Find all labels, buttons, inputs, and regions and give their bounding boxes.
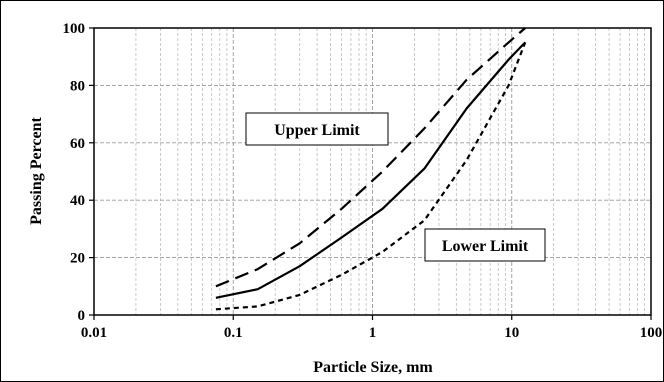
y-tick-label: 80 <box>70 78 85 94</box>
y-tick-label: 0 <box>78 308 86 324</box>
minor-grid <box>135 28 646 315</box>
x-axis-title: Particle Size, mm <box>313 359 433 376</box>
upper-limit-label-box <box>245 112 389 146</box>
y-tick-label: 60 <box>70 136 85 152</box>
y-tick-label: 20 <box>70 251 85 267</box>
x-tick-label: 1 <box>369 325 377 341</box>
x-tick-label: 100 <box>640 325 663 341</box>
x-tick-label: 0.01 <box>81 325 107 341</box>
y-axis-title: Passing Percent <box>28 116 45 224</box>
x-tick-labels: 0.01 0.1 1 10 100 <box>81 315 662 341</box>
y-tick-labels: 0 20 40 60 80 100 <box>63 21 94 324</box>
series-lines <box>215 27 527 311</box>
y-tick-label: 100 <box>63 21 86 37</box>
series-line-short-dash <box>215 42 527 311</box>
x-tick-label: 10 <box>504 325 519 341</box>
series-line-long-dash <box>215 27 526 288</box>
lower-limit-label: Lower Limit <box>442 238 529 255</box>
major-grid <box>93 27 652 316</box>
y-tick-label: 40 <box>70 193 85 209</box>
x-tick-label: 0.1 <box>224 325 243 341</box>
upper-limit-label: Upper Limit <box>274 122 360 139</box>
series-line-solid <box>215 41 526 299</box>
annotations: Upper Limit Lower Limit <box>245 112 546 262</box>
lower-limit-label-box <box>424 228 546 262</box>
